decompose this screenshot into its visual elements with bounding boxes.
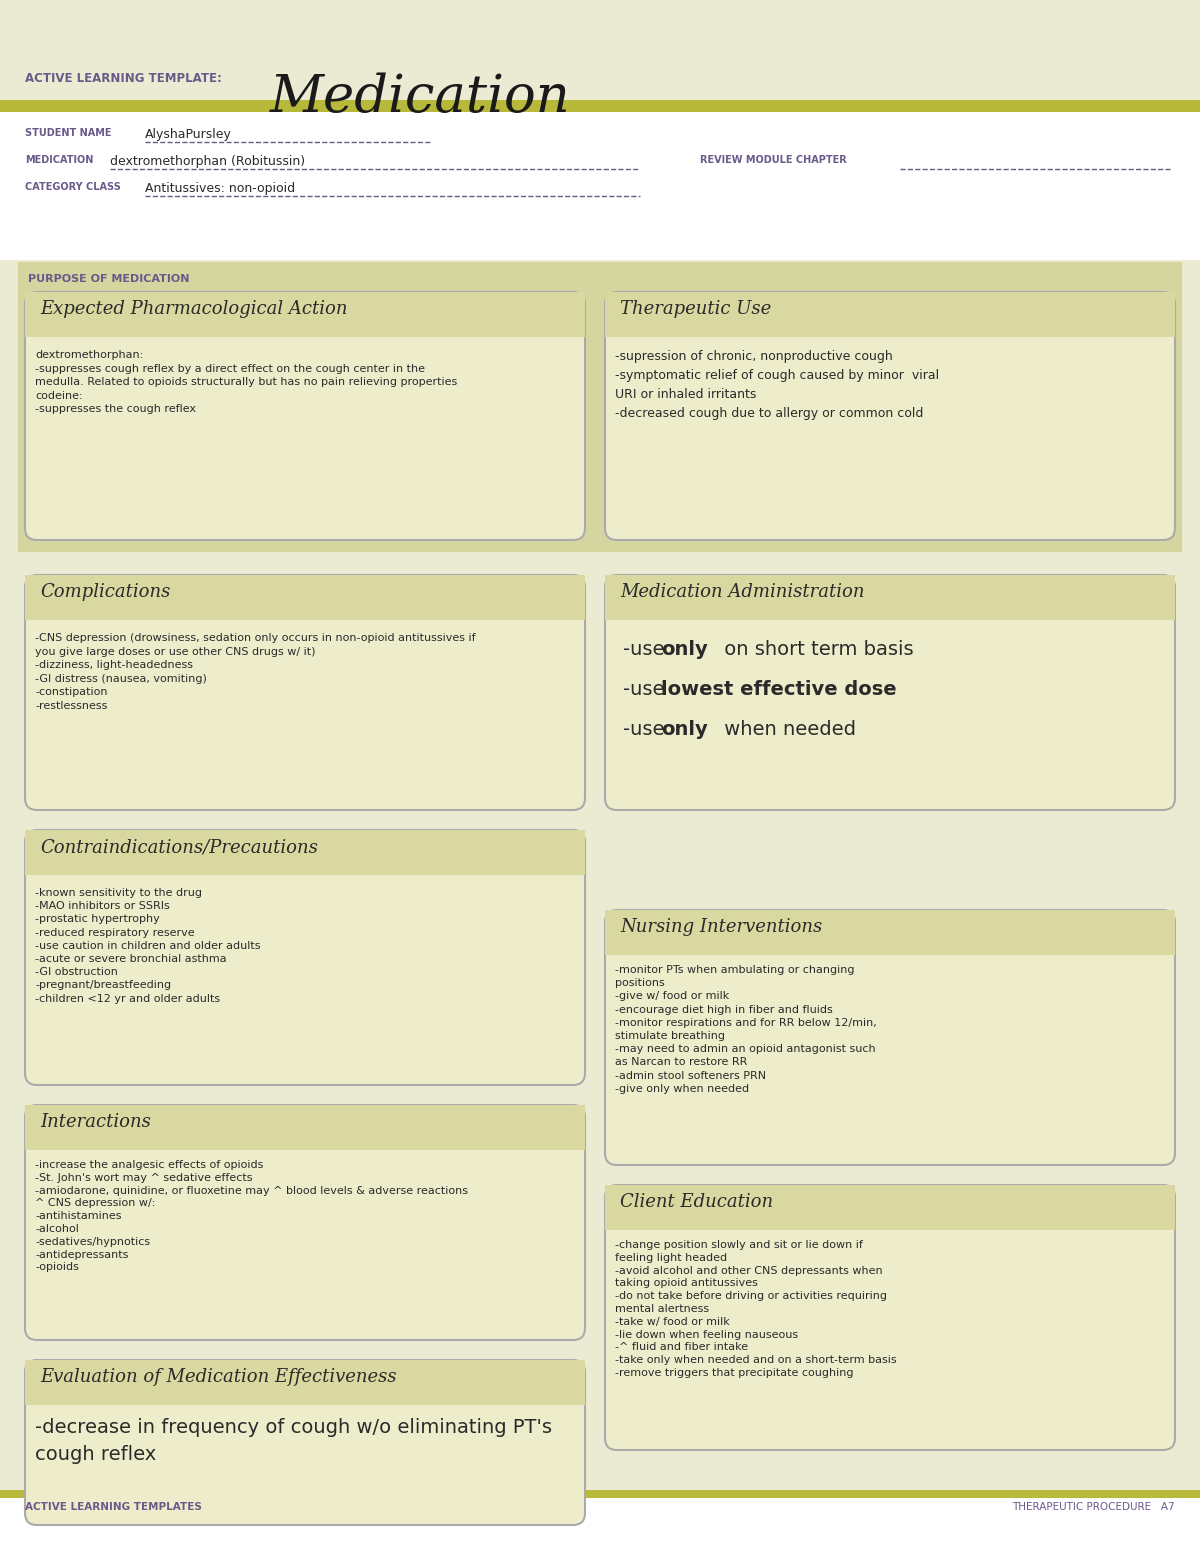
Text: PURPOSE OF MEDICATION: PURPOSE OF MEDICATION <box>28 273 190 284</box>
Text: ACTIVE LEARNING TEMPLATE:: ACTIVE LEARNING TEMPLATE: <box>25 71 222 85</box>
Text: -monitor PTs when ambulating or changing
positions
-give w/ food or milk
-encour: -monitor PTs when ambulating or changing… <box>616 964 877 1093</box>
FancyBboxPatch shape <box>25 575 586 811</box>
Bar <box>18 262 1182 551</box>
Bar <box>25 292 586 337</box>
Text: -use: -use <box>623 721 671 739</box>
Text: CATEGORY CLASS: CATEGORY CLASS <box>25 182 121 193</box>
Bar <box>25 829 586 874</box>
FancyBboxPatch shape <box>605 292 1175 540</box>
Text: -CNS depression (drowsiness, sedation only occurs in non-opioid antitussives if
: -CNS depression (drowsiness, sedation on… <box>35 634 475 711</box>
Text: -increase the analgesic effects of opioids
-St. John's wort may ^ sedative effec: -increase the analgesic effects of opioi… <box>35 1160 468 1272</box>
Bar <box>0 99 1200 112</box>
Text: THERAPEUTIC PROCEDURE   A7: THERAPEUTIC PROCEDURE A7 <box>1013 1502 1175 1513</box>
Text: -use: -use <box>623 680 671 699</box>
Text: -supression of chronic, nonproductive cough
-symptomatic relief of cough caused : -supression of chronic, nonproductive co… <box>616 349 940 419</box>
Text: ACTIVE LEARNING TEMPLATES: ACTIVE LEARNING TEMPLATES <box>25 1502 202 1513</box>
Bar <box>25 1360 586 1405</box>
Text: on short term basis: on short term basis <box>718 640 913 658</box>
Text: STUDENT NAME: STUDENT NAME <box>25 127 112 138</box>
FancyBboxPatch shape <box>25 1360 586 1525</box>
Text: REVIEW MODULE CHAPTER: REVIEW MODULE CHAPTER <box>700 155 847 165</box>
Text: Client Education: Client Education <box>620 1193 773 1211</box>
Bar <box>0 112 1200 259</box>
Text: lowest effective dose: lowest effective dose <box>661 680 896 699</box>
Text: Therapeutic Use: Therapeutic Use <box>620 300 772 318</box>
FancyBboxPatch shape <box>605 575 1175 811</box>
Text: Medication: Medication <box>270 71 571 123</box>
Text: -change position slowly and sit or lie down if
feeling light headed
-avoid alcoh: -change position slowly and sit or lie d… <box>616 1239 896 1378</box>
Bar <box>0 1489 1200 1499</box>
FancyBboxPatch shape <box>25 1106 586 1340</box>
Text: -use: -use <box>623 640 671 658</box>
Bar <box>25 1106 586 1151</box>
Text: MEDICATION: MEDICATION <box>25 155 94 165</box>
Bar <box>0 1489 1200 1553</box>
Text: dextromethorphan:
-suppresses cough reflex by a direct effect on the cough cente: dextromethorphan: -suppresses cough refl… <box>35 349 457 415</box>
Text: Expected Pharmacological Action: Expected Pharmacological Action <box>40 300 348 318</box>
Text: only: only <box>661 721 708 739</box>
Text: AlyshaPursley: AlyshaPursley <box>145 127 232 141</box>
Text: Evaluation of Medication Effectiveness: Evaluation of Medication Effectiveness <box>40 1368 397 1385</box>
FancyBboxPatch shape <box>605 1185 1175 1451</box>
Text: only: only <box>661 640 708 658</box>
Bar <box>25 575 586 620</box>
FancyBboxPatch shape <box>25 829 586 1086</box>
Text: Contraindications/Precautions: Contraindications/Precautions <box>40 839 318 856</box>
FancyBboxPatch shape <box>605 910 1175 1165</box>
Bar <box>605 910 1175 955</box>
Text: Interactions: Interactions <box>40 1114 151 1131</box>
FancyBboxPatch shape <box>25 292 586 540</box>
Text: dextromethorphan (Robitussin): dextromethorphan (Robitussin) <box>110 155 305 168</box>
Text: -decrease in frequency of cough w/o eliminating PT's
cough reflex: -decrease in frequency of cough w/o elim… <box>35 1418 552 1463</box>
Text: Medication Administration: Medication Administration <box>620 582 864 601</box>
Bar <box>605 1185 1175 1230</box>
Text: when needed: when needed <box>718 721 856 739</box>
Bar <box>605 575 1175 620</box>
Text: Complications: Complications <box>40 582 170 601</box>
Text: Antitussives: non-opioid: Antitussives: non-opioid <box>145 182 295 196</box>
Bar <box>0 0 1200 109</box>
Text: -known sensitivity to the drug
-MAO inhibitors or SSRIs
-prostatic hypertrophy
-: -known sensitivity to the drug -MAO inhi… <box>35 888 260 1003</box>
Bar <box>605 292 1175 337</box>
Text: Nursing Interventions: Nursing Interventions <box>620 918 822 936</box>
